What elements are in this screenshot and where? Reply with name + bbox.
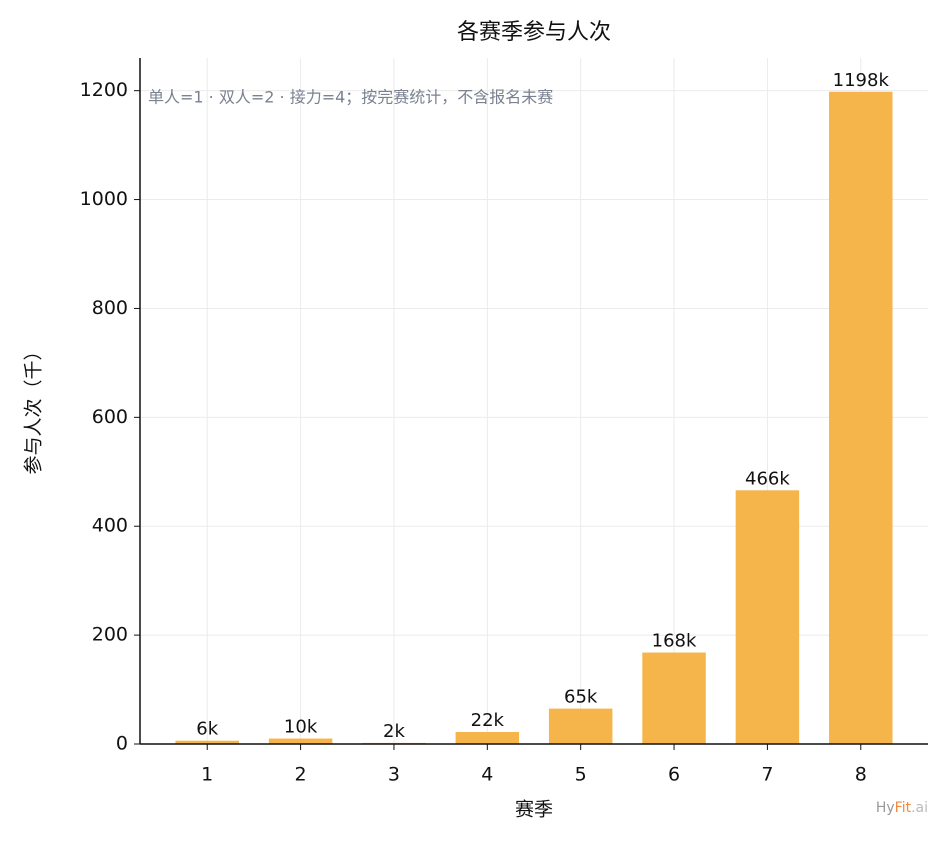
value-label: 6k <box>196 719 218 740</box>
watermark-part: Fit <box>895 800 912 816</box>
value-label: 10k <box>284 717 318 738</box>
value-label: 2k <box>383 721 405 742</box>
bar <box>548 708 613 744</box>
bar <box>455 732 520 744</box>
x-tick-label: 7 <box>761 764 773 786</box>
value-label: 65k <box>564 687 598 708</box>
y-tick-label: 800 <box>92 297 128 319</box>
value-label: 466k <box>745 468 790 489</box>
y-axis-label: 参与人次（千） <box>23 341 45 474</box>
value-label: 22k <box>471 710 505 731</box>
x-tick-label: 1 <box>201 764 213 786</box>
bar <box>829 91 893 744</box>
x-tick-label: 6 <box>668 764 680 786</box>
y-tick-label: 1000 <box>80 188 128 210</box>
x-tick-label: 2 <box>295 764 307 786</box>
value-label: 1198k <box>833 70 890 91</box>
watermark-part: .ai <box>911 800 928 816</box>
annotation: 单人=1 · 双人=2 · 接力=4；按完赛统计，不含报名未赛 <box>148 88 553 107</box>
watermark-part: Hy <box>876 800 895 816</box>
x-tick-label: 4 <box>481 764 493 786</box>
x-tick-label: 3 <box>388 764 400 786</box>
x-tick-label: 5 <box>575 764 587 786</box>
y-tick-label: 1200 <box>80 79 128 101</box>
y-tick-label: 400 <box>92 515 128 537</box>
y-tick-label: 600 <box>92 406 128 428</box>
watermark: HyFit.ai <box>876 800 928 816</box>
chart-title: 各赛季参与人次 <box>457 20 611 45</box>
bar <box>268 738 333 744</box>
x-tick-label: 8 <box>855 764 867 786</box>
bar <box>642 652 706 744</box>
y-tick-label: 0 <box>116 733 128 755</box>
value-label: 168k <box>652 631 697 652</box>
bar <box>175 740 239 744</box>
y-tick-label: 200 <box>92 624 128 646</box>
bar <box>735 490 800 744</box>
x-axis-label: 赛季 <box>515 799 553 821</box>
